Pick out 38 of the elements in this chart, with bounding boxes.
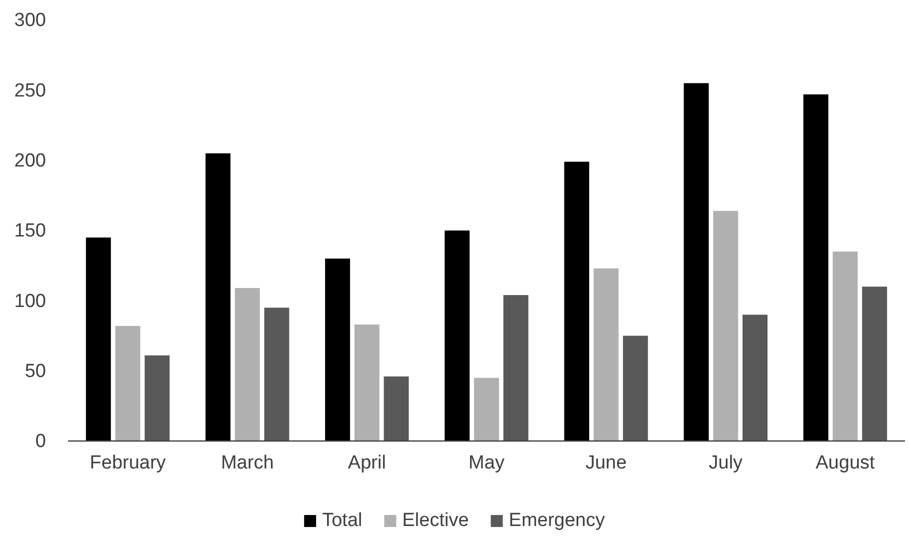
bar bbox=[862, 286, 888, 441]
x-tick-label: August bbox=[816, 452, 876, 474]
x-tick-label: April bbox=[348, 452, 386, 474]
bar bbox=[384, 376, 409, 441]
bar bbox=[444, 230, 470, 441]
bar bbox=[474, 378, 499, 441]
bar bbox=[803, 94, 828, 441]
y-tick-label: 50 bbox=[24, 360, 46, 382]
bar bbox=[206, 153, 230, 441]
x-tick-label: February bbox=[90, 452, 166, 474]
bar bbox=[354, 324, 380, 441]
x-tick-label: July bbox=[708, 452, 744, 474]
bar bbox=[86, 238, 111, 441]
bar bbox=[144, 355, 170, 441]
x-tick-label: June bbox=[585, 452, 627, 474]
y-tick-label: 0 bbox=[35, 431, 46, 452]
y-tick-label: 200 bbox=[14, 150, 46, 172]
bar bbox=[832, 252, 858, 441]
bar bbox=[264, 308, 290, 441]
bar bbox=[503, 295, 528, 441]
y-tick-label: 300 bbox=[14, 10, 46, 32]
y-tick-label: 250 bbox=[14, 80, 46, 102]
bar bbox=[325, 258, 350, 441]
bar bbox=[742, 314, 768, 441]
bar bbox=[622, 336, 648, 441]
x-tick-label: May bbox=[468, 452, 505, 474]
bar bbox=[115, 326, 140, 441]
bar bbox=[684, 83, 709, 441]
x-tick-label: March bbox=[220, 452, 274, 474]
bar bbox=[234, 288, 260, 441]
bar bbox=[594, 268, 619, 441]
legend-label: Total bbox=[322, 510, 362, 531]
bar bbox=[713, 210, 738, 441]
legend-label: Emergency bbox=[508, 510, 606, 531]
bar bbox=[564, 162, 590, 441]
legend-label: Elective bbox=[402, 510, 469, 531]
y-tick-label: 150 bbox=[14, 220, 46, 242]
y-tick-label: 100 bbox=[14, 290, 46, 312]
